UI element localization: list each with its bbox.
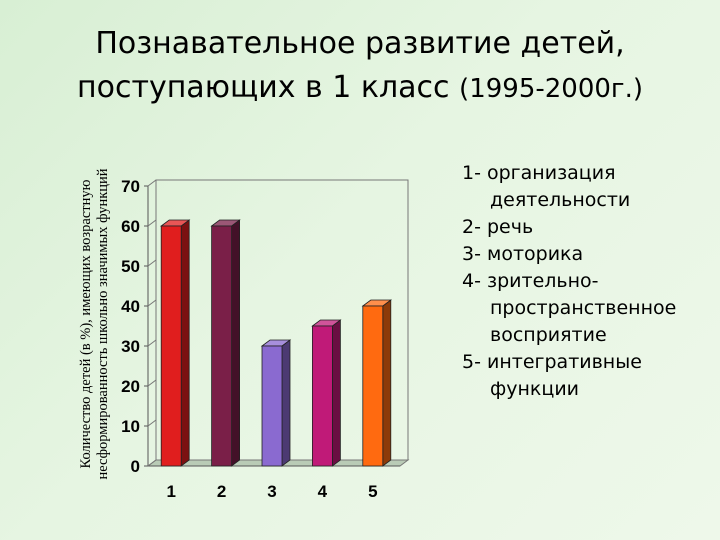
title-line-2-main: поступающих в 1 класс	[77, 70, 450, 105]
y-tick-depth-line	[147, 459, 157, 467]
bar-5	[362, 305, 384, 467]
y-tick-depth-line	[147, 179, 157, 187]
y-tick-label: 0	[131, 457, 140, 476]
legend-item-3: 3- моторика	[462, 243, 584, 265]
bar-1	[160, 225, 182, 467]
chart-title: Познавательное развитие детей, поступающ…	[0, 22, 720, 111]
legend-item-5: 5- интегративные функции	[462, 351, 642, 400]
title-line-1: Познавательное развитие детей,	[95, 26, 625, 61]
y-tick-label: 40	[121, 297, 140, 316]
y-tick-depth-line	[147, 419, 157, 427]
bar-side	[231, 219, 241, 467]
legend: 1- организация деятельности 2- речь 3- м…	[462, 160, 712, 403]
x-tick-label: 3	[267, 482, 276, 501]
y-tick-depth-line	[147, 219, 157, 227]
bar-side	[382, 299, 392, 467]
bar-side	[331, 319, 341, 467]
x-tick-label: 1	[166, 482, 175, 501]
x-tick-label: 5	[368, 482, 377, 501]
y-tick-depth-line	[147, 259, 157, 267]
y-tick-label: 60	[121, 217, 140, 236]
legend-item-2: 2- речь	[462, 216, 534, 238]
y-tick-label: 50	[121, 257, 140, 276]
bar-side	[180, 219, 190, 467]
title-line-2: поступающих в 1 класс (1995-2000г.)	[0, 66, 720, 111]
legend-item-4: 4- зрительно-пространственное восприятие	[462, 270, 677, 346]
bar-2	[211, 225, 233, 467]
bar-side	[281, 339, 291, 467]
x-tick-label: 4	[318, 482, 328, 501]
y-tick-label: 70	[121, 177, 140, 196]
y-tick-depth-line	[147, 379, 157, 387]
x-tick-label: 2	[217, 482, 226, 501]
bar-3	[261, 345, 283, 467]
y-tick-label: 20	[121, 377, 140, 396]
y-tick-label: 10	[121, 417, 140, 436]
y-tick-depth-line	[147, 299, 157, 307]
y-tick-depth-line	[147, 339, 157, 347]
y-tick-label: 30	[121, 337, 140, 356]
title-years: (1995-2000г.)	[459, 74, 643, 104]
bar-4	[311, 325, 333, 467]
legend-item-1: 1- организация деятельности	[462, 162, 631, 211]
